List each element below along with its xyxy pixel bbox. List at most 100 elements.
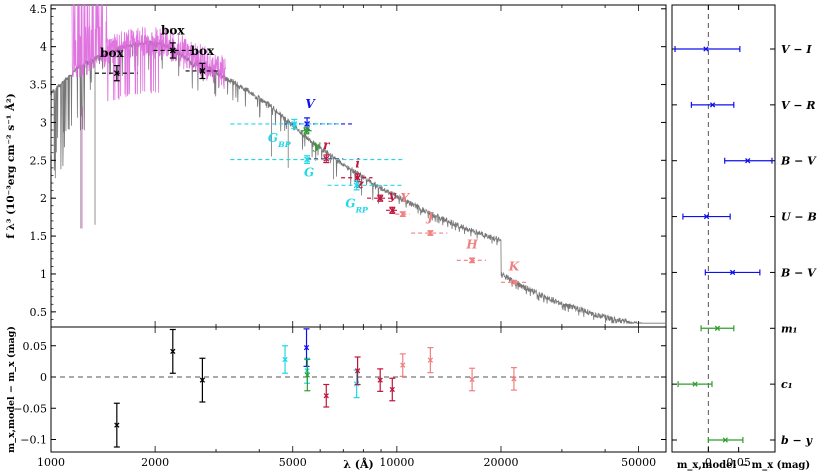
data-marker — [703, 213, 710, 220]
point-label: box — [191, 44, 215, 58]
x-tick-label: 10000 — [379, 456, 414, 469]
residual-point — [427, 347, 434, 374]
point-label: J — [426, 210, 435, 224]
observed-uv-spectrum-line — [71, 4, 227, 229]
color-index-label: b − y — [781, 434, 814, 447]
data-marker — [323, 155, 330, 162]
y-axis-label-residual: m_x,model − m_x (mag) — [6, 326, 17, 453]
photometry-point-j: J — [411, 210, 448, 237]
y-tick-label: 0.05 — [23, 340, 48, 353]
photometry-point-y: y — [385, 188, 399, 214]
residual-point — [353, 369, 360, 399]
residual-point — [377, 368, 384, 392]
color-residual-panel: V − I V − R B − V U − B B − V m₁ c₁ b − y 0 0.05 — [671, 4, 817, 469]
photometry-point-g: G — [230, 155, 405, 180]
photometry-point-box: box — [94, 46, 138, 82]
data-marker — [427, 230, 434, 237]
residual-point — [469, 367, 476, 392]
color-index-row: B − V — [672, 266, 817, 279]
x-axis-label-color: m_x,model − m_x (mag) — [677, 460, 810, 471]
data-marker — [714, 325, 721, 331]
color-index-label: B − V — [780, 155, 817, 168]
residual-point — [323, 383, 330, 408]
photometry-point-g-bp: GBP — [230, 118, 339, 149]
color-index-label: c₁ — [781, 378, 793, 391]
y-tick-label: −0.1 — [20, 434, 47, 447]
data-marker — [400, 362, 406, 368]
y-tick-label: 2 — [40, 192, 47, 205]
y-tick-label: 0.5 — [30, 306, 48, 319]
data-marker — [389, 207, 396, 214]
y-tick-label: 2.5 — [30, 154, 48, 167]
x-axis-label: λ (Å) — [343, 457, 374, 471]
data-marker — [304, 156, 311, 163]
data-marker — [729, 269, 736, 276]
color-index-row: B − V — [672, 155, 817, 168]
data-marker — [304, 120, 311, 127]
y-tick-label: 4.5 — [30, 3, 48, 16]
data-marker — [692, 381, 698, 387]
data-marker — [169, 47, 176, 54]
residual-panel: −0.1 −0.05 0 0.05 1000 2000 5000 10000 20000 5000… — [13, 326, 667, 469]
residual-point — [169, 328, 176, 374]
x-tick-label: 5000 — [279, 456, 307, 469]
data-marker — [510, 279, 517, 286]
x-tick-label: 0 — [705, 456, 712, 469]
residual-point — [304, 358, 311, 392]
color-index-label: B − V — [780, 266, 817, 279]
color-index-row: V − R — [672, 99, 816, 112]
point-label: Y — [400, 191, 410, 205]
color-index-row: c₁ — [672, 378, 793, 391]
color-index-row: m₁ — [672, 322, 797, 335]
data-marker — [303, 127, 310, 134]
point-label: V — [305, 97, 316, 111]
data-marker — [323, 393, 329, 399]
photometry-point-z: z — [356, 177, 393, 202]
residual-point — [113, 402, 120, 448]
color-index-label: V − R — [781, 99, 816, 112]
x-tick-label: 0.05 — [726, 456, 751, 469]
x-tick-label: 1000 — [37, 456, 65, 469]
residual-point — [389, 377, 396, 402]
photometry-point-h: H — [456, 237, 486, 264]
data-marker — [511, 376, 517, 382]
point-label: K — [508, 259, 520, 273]
color-index-row: V − I — [672, 43, 812, 56]
point-label: r — [323, 138, 331, 152]
y-tick-label: 3 — [40, 116, 47, 129]
data-marker — [745, 158, 751, 164]
data-marker — [469, 257, 476, 264]
point-label: GBP — [268, 131, 292, 149]
y-tick-label: 3.5 — [30, 79, 48, 92]
photometry-point-g-rp: GRP — [327, 180, 405, 214]
color-index-label: m₁ — [781, 322, 797, 335]
y-tick-label: 1.5 — [30, 230, 48, 243]
residual-point — [510, 367, 517, 391]
photometry-point-y: y — [300, 127, 321, 152]
data-marker — [389, 386, 395, 393]
y-tick-label: 4 — [40, 41, 47, 54]
y-tick-label: 0 — [40, 371, 47, 384]
data-marker — [304, 372, 310, 378]
color-index-label: U − B — [781, 211, 817, 224]
point-label: GRP — [345, 196, 369, 214]
x-tick-label: 2000 — [141, 456, 169, 469]
residual-point — [303, 328, 310, 367]
point-label: box — [100, 46, 124, 60]
residual-point — [282, 345, 289, 374]
data-marker — [399, 211, 406, 218]
data-marker — [709, 102, 716, 108]
data-marker — [114, 422, 120, 428]
data-marker — [303, 344, 310, 351]
y-tick-label: 1 — [40, 268, 47, 281]
data-marker — [170, 348, 176, 355]
axis-labels: λ (Å) f λ³ (10⁻³erg cm⁻² s⁻¹ Å²) m_x,model… — [3, 93, 810, 471]
photometry-point-r: r — [307, 138, 344, 164]
point-label: G — [304, 166, 314, 180]
point-label: H — [465, 237, 478, 251]
photometry-point-box: box — [185, 44, 219, 80]
point-label: i — [355, 157, 360, 171]
point-label: z — [356, 177, 365, 191]
